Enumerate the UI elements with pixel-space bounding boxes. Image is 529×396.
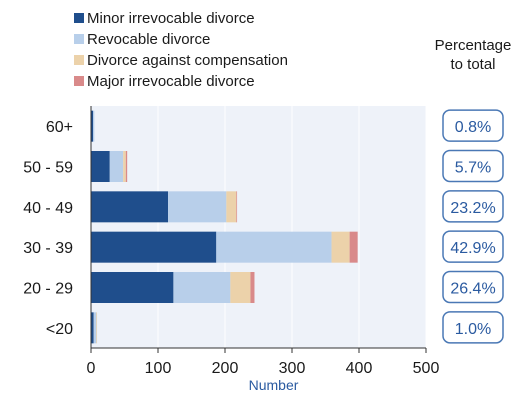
percentage-column: Percentage to total 0.8% 5.7% 23.2% 42.9% 26.4… [435, 37, 512, 344]
bar-50-59-revocable-divorce [109, 151, 124, 182]
percentage-header-line-2: to total [450, 56, 495, 73]
percentage-value-20-29: 26.4% [450, 281, 495, 298]
category-label-20: <20 [46, 321, 73, 338]
bar-60-revocable-divorce [93, 110, 95, 142]
bar-30-39-major-irrevocable-divorce [349, 231, 358, 263]
plot-area [91, 106, 427, 348]
x-tick-label-200: 200 [212, 360, 239, 377]
legend-swatch-major-irrevocable-divorce [74, 76, 84, 86]
bar-40-49-divorce-against-compensation [226, 191, 237, 223]
legend-label-minor-irrevocable-divorce: Minor irrevocable divorce [87, 10, 255, 27]
x-tick-label-500: 500 [413, 360, 440, 377]
percentage-header-line-1: Percentage [435, 37, 512, 54]
bar-40-49-major-irrevocable-divorce [236, 191, 238, 223]
legend-label-major-irrevocable-divorce: Major irrevocable divorce [87, 73, 255, 90]
bar-50-59-minor-irrevocable-divorce [91, 151, 110, 182]
bar-20-divorce-against-compensation [96, 312, 98, 344]
bar-20-29-divorce-against-compensation [230, 272, 251, 303]
category-label-20-29: 20 - 29 [23, 281, 73, 298]
bar-20-29-minor-irrevocable-divorce [91, 272, 174, 303]
percentage-value-40-49: 23.2% [450, 200, 495, 217]
percentage-box-20-29 [442, 270, 504, 304]
legend-swatch-revocable-divorce [74, 34, 84, 44]
bar-40-49-revocable-divorce [168, 191, 227, 223]
x-tick-label-400: 400 [346, 360, 373, 377]
bar-20-minor-irrevocable-divorce [91, 312, 94, 344]
bar-60-minor-irrevocable-divorce [91, 110, 94, 142]
plot-background [91, 106, 426, 348]
x-axis-label: Number [249, 377, 299, 393]
y-axis-categories: 60+ 50 - 59 40 - 49 30 - 39 20 - 29 <20 [23, 119, 73, 338]
percentage-box-50-59 [442, 149, 504, 183]
bar-20-29-major-irrevocable-divorce [250, 272, 255, 303]
percentage-box-40-49 [442, 190, 504, 223]
x-axis: 0 100 200 300 400 500 Number [87, 106, 440, 393]
percentage-value-60: 0.8% [455, 119, 491, 136]
x-tick-label-300: 300 [279, 360, 306, 377]
x-tick-label-0: 0 [87, 360, 96, 377]
percentage-value-20: 1.0% [455, 321, 491, 338]
bar-50-59-major-irrevocable-divorce [125, 151, 128, 182]
bar-30-39-revocable-divorce [216, 231, 332, 263]
legend-label-divorce-against-compensation: Divorce against compensation [87, 52, 288, 69]
category-label-50-59: 50 - 59 [23, 160, 73, 177]
bar-40-49-minor-irrevocable-divorce [91, 191, 169, 223]
percentage-box-30-39 [442, 230, 504, 263]
percentage-box-60 [442, 109, 504, 142]
category-label-30-39: 30 - 39 [23, 240, 73, 257]
percentage-value-50-59: 5.7% [455, 160, 491, 177]
category-label-60: 60+ [46, 119, 73, 136]
percentage-value-30-39: 42.9% [450, 240, 495, 257]
legend-swatch-divorce-against-compensation [74, 55, 84, 65]
legend-label-revocable-divorce: Revocable divorce [87, 31, 210, 48]
legend-swatch-minor-irrevocable-divorce [74, 13, 84, 23]
bar-20-29-revocable-divorce [173, 272, 231, 303]
bar-50-59-divorce-against-compensation [123, 151, 126, 182]
legend: Minor irrevocable divorce Revocable divor… [74, 10, 288, 90]
percentage-box-20 [442, 311, 504, 344]
bar-20-revocable-divorce [93, 312, 97, 344]
bar-30-39-minor-irrevocable-divorce [91, 231, 217, 263]
x-tick-label-100: 100 [145, 360, 172, 377]
category-label-40-49: 40 - 49 [23, 200, 73, 217]
bar-30-39-divorce-against-compensation [331, 231, 350, 263]
